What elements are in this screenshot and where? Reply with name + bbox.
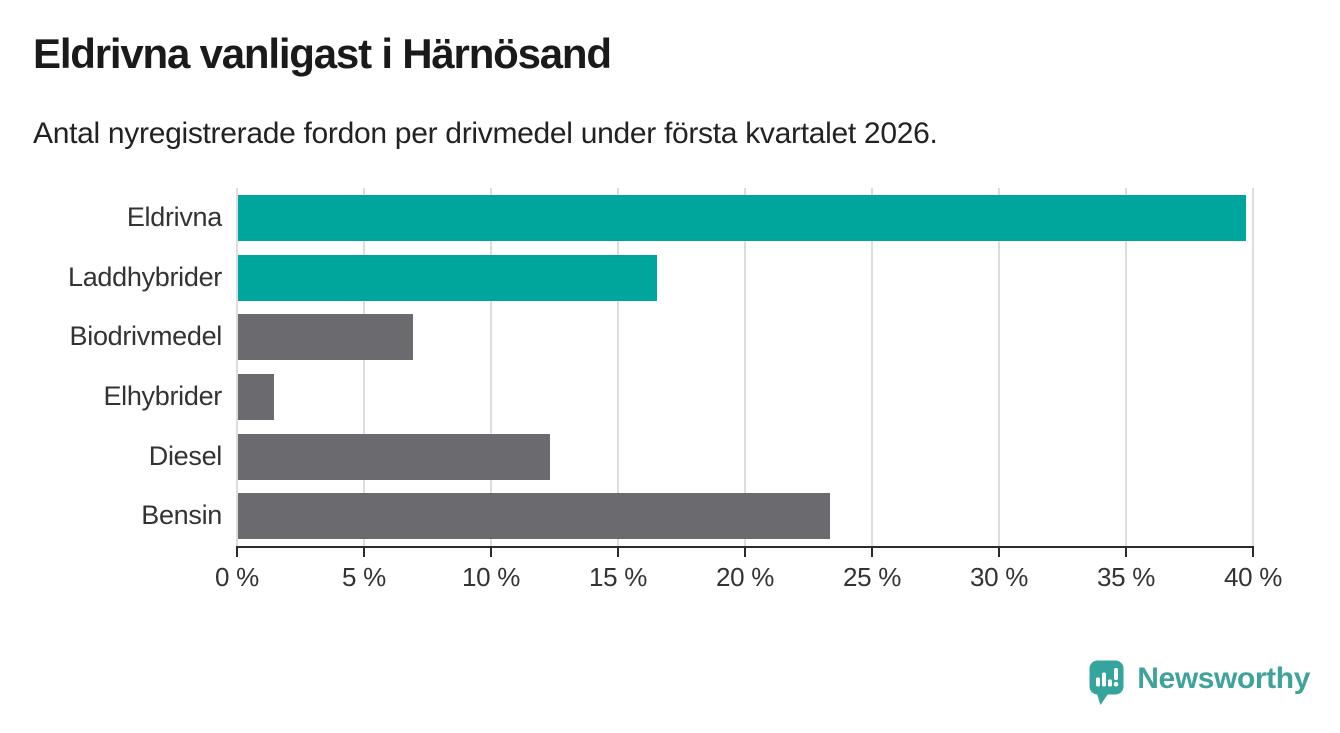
gridline-10	[490, 188, 492, 546]
newsworthy-logo: Newsworthy	[1089, 660, 1310, 706]
gridline-40	[1252, 188, 1254, 546]
gridline-0	[236, 188, 238, 546]
x-axis-tick-label-40: 40 %	[1223, 562, 1283, 592]
x-axis-tick-40	[1252, 546, 1254, 557]
chart-title: Eldrivna vanligast i Härnösand	[33, 30, 612, 77]
x-axis-tick-0	[236, 546, 238, 557]
x-axis-tick-label-30: 30 %	[969, 562, 1029, 592]
bar-bensin	[238, 493, 830, 540]
x-axis-tick-label-5: 5 %	[342, 562, 386, 592]
category-label-eldrivna: Eldrivna	[126, 202, 222, 232]
x-axis-tick-10	[490, 546, 492, 557]
x-axis-tick-label-25: 25 %	[842, 562, 902, 592]
x-axis-tick-25	[871, 546, 873, 557]
gridline-15	[617, 188, 619, 546]
category-label-elhybrider: Elhybrider	[103, 381, 222, 411]
x-axis-tick-30	[998, 546, 1000, 557]
category-label-biodrivmedel: Biodrivmedel	[69, 321, 223, 352]
bar-eldrivna	[238, 194, 1247, 241]
bar-elhybrider	[238, 373, 274, 420]
category-label-diesel: Diesel	[148, 440, 223, 471]
gridline-30	[998, 188, 1000, 546]
x-axis-tick-20	[744, 546, 746, 557]
bar-laddhybrider	[238, 254, 658, 301]
newsworthy-mark-icon	[1089, 660, 1124, 705]
plot-area: Eldrivna Laddhybrider Biodrivmedel Elhybrid…	[68, 188, 1282, 592]
x-axis-tick-label-35: 35 %	[1096, 562, 1156, 592]
x-axis-tick-label-20: 20 %	[715, 562, 775, 592]
gridline-5	[363, 188, 365, 546]
bar-diesel	[238, 433, 551, 480]
x-axis-tick-35	[1125, 546, 1127, 557]
chart-subtitle: Antal nyregistrerade fordon per drivmede…	[33, 117, 938, 150]
bar-biodrivmedel	[238, 314, 414, 361]
category-label-bensin: Bensin	[141, 500, 222, 531]
newsworthy-wordmark: Newsworthy	[1137, 662, 1310, 695]
gridline-35	[1125, 188, 1127, 546]
x-axis-tick-label-15: 15 %	[588, 562, 648, 592]
x-axis-tick-15	[617, 546, 619, 557]
gridline-25	[871, 188, 873, 546]
category-label-laddhybrider: Laddhybrider	[67, 261, 222, 292]
x-axis-tick-label-0: 0 %	[215, 562, 259, 592]
x-axis-tick-label-10: 10 %	[461, 562, 521, 592]
y-axis-category-labels: Eldrivna Laddhybrider Biodrivmedel Elhybrid…	[0, 188, 222, 546]
gridline-20	[744, 188, 746, 546]
x-axis-tick-5	[363, 546, 365, 557]
